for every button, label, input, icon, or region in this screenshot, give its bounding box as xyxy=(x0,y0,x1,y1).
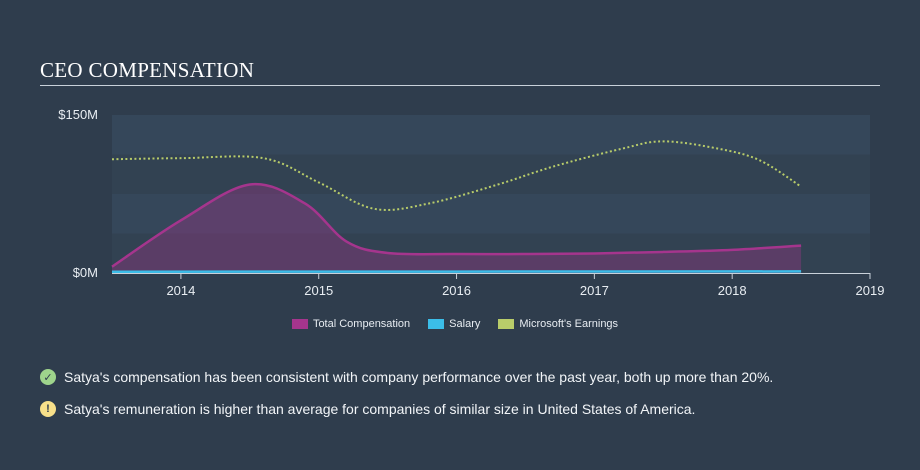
insight-notes: ✓ Satya's compensation has been consiste… xyxy=(40,367,773,431)
y-tick-label: $150M xyxy=(58,107,98,122)
title-divider xyxy=(40,85,880,86)
legend-label: Microsoft's Earnings xyxy=(519,318,619,330)
warning-icon: ! xyxy=(40,401,56,417)
total-compensation-line xyxy=(111,182,802,268)
chart-legend: Total Compensation Salary Microsoft's Ea… xyxy=(0,318,910,330)
earnings-swatch xyxy=(498,319,515,329)
note-text: Satya's remuneration is higher than aver… xyxy=(64,401,696,417)
legend-item-salary[interactable]: Salary xyxy=(428,318,480,330)
legend-label: Total Compensation xyxy=(312,318,411,330)
x-tick-label: 2014 xyxy=(166,283,195,298)
x-tick-label: 2016 xyxy=(442,283,471,298)
total-compensation-swatch xyxy=(291,319,308,329)
x-tick-label: 2018 xyxy=(718,283,747,298)
microsoft-s-earnings-line xyxy=(111,140,802,211)
note-consistent-compensation: ✓ Satya's compensation has been consiste… xyxy=(40,367,773,387)
note-text: Satya's compensation has been consistent… xyxy=(64,369,774,385)
check-icon: ✓ xyxy=(40,369,56,385)
legend-item-earnings[interactable]: Microsoft's Earnings xyxy=(498,318,618,330)
page-title: CEO COMPENSATION xyxy=(40,58,255,82)
plot-band xyxy=(112,154,870,194)
note-above-average-remuneration: ! Satya's remuneration is higher than av… xyxy=(40,399,773,419)
legend-label: Salary xyxy=(449,318,481,330)
x-tick-label: 2017 xyxy=(580,283,609,298)
x-tick-label: 2019 xyxy=(856,283,885,298)
y-tick-label: $0M xyxy=(73,265,98,280)
plot-band xyxy=(112,194,870,234)
legend-item-total-compensation[interactable]: Total Compensation xyxy=(291,318,411,330)
plot-band xyxy=(112,115,870,155)
x-tick-label: 2015 xyxy=(304,283,333,298)
total-compensation-area xyxy=(112,184,802,273)
salary-swatch xyxy=(428,319,445,329)
